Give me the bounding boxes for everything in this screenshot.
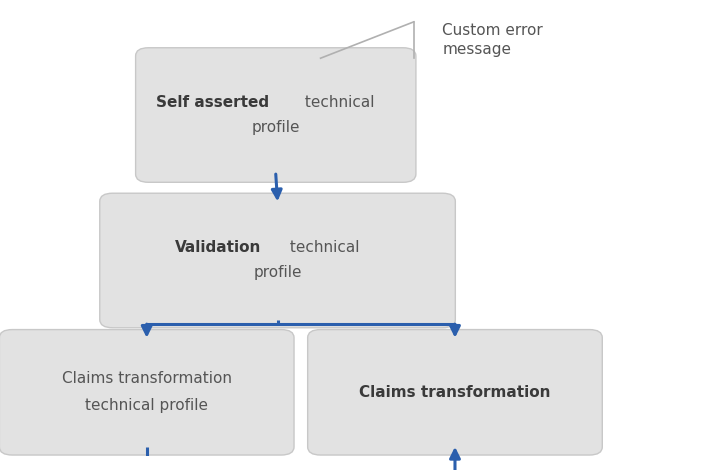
Text: technical profile: technical profile [85,399,208,414]
Text: technical: technical [300,95,375,110]
FancyBboxPatch shape [136,48,416,182]
Text: Claims transformation: Claims transformation [62,371,232,386]
Text: Self asserted: Self asserted [156,95,270,110]
Text: Custom error
message: Custom error message [443,23,543,57]
Text: Claims transformation: Claims transformation [359,385,551,400]
Text: profile: profile [252,120,300,135]
FancyBboxPatch shape [308,329,602,455]
Text: Validation: Validation [175,241,262,256]
FancyBboxPatch shape [0,329,294,455]
FancyBboxPatch shape [100,193,455,328]
Text: technical: technical [285,241,360,256]
Text: profile: profile [253,266,302,281]
